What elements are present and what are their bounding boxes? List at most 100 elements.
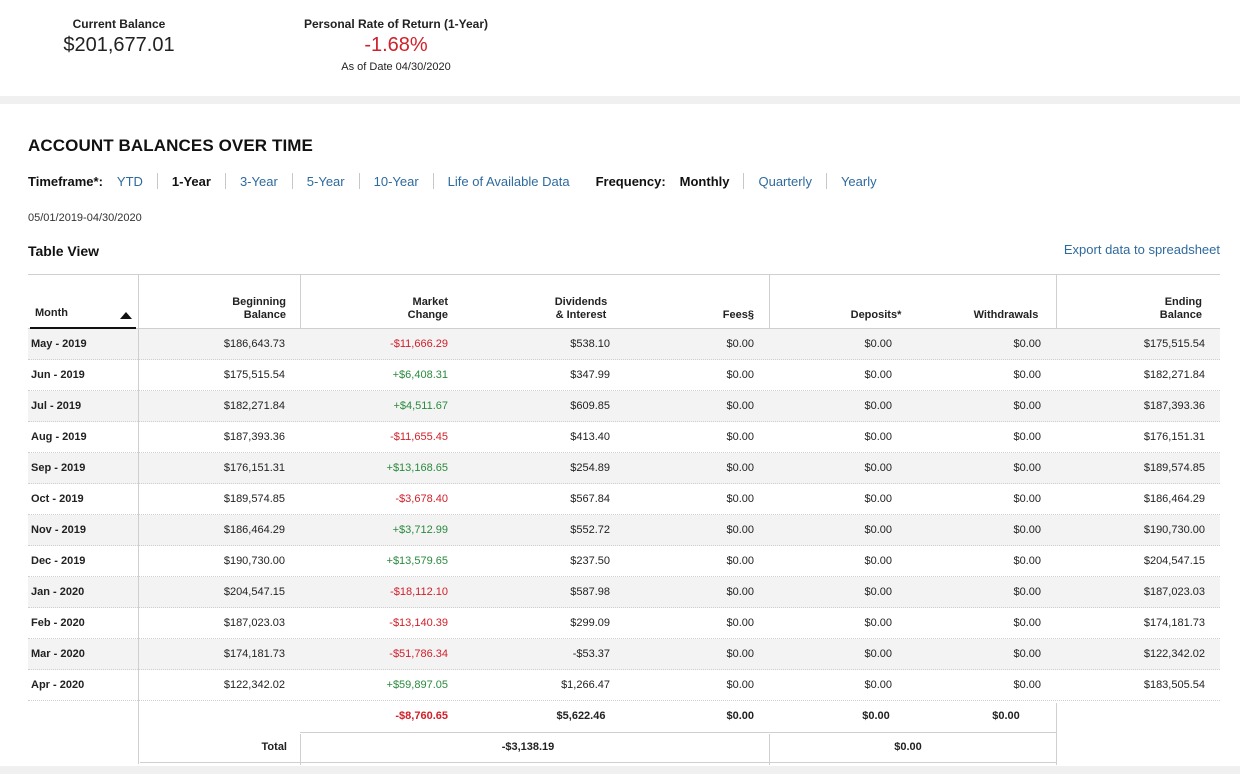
month-column-header[interactable]: Month (30, 275, 136, 329)
total-fees: $0.00 (726, 710, 754, 722)
account-summary: Current Balance $201,677.01 Personal Rat… (0, 0, 1240, 96)
ending-cell: $174,181.73 (1143, 617, 1205, 629)
rate-of-return-label: Personal Rate of Return (1-Year) (303, 17, 489, 31)
beginning-cell: $187,023.03 (223, 617, 285, 629)
ending-cell: $182,271.84 (1143, 369, 1205, 381)
withdrawals-cell: $0.00 (1013, 524, 1041, 536)
dividends-cell: $299.09 (570, 617, 610, 629)
market-change-header: Market Change (407, 296, 448, 321)
timeframe-ytd[interactable]: YTD (116, 173, 143, 189)
fees-cell: $0.00 (726, 586, 754, 598)
frequency-quarterly[interactable]: Quarterly (758, 173, 812, 189)
table-row: Oct - 2019 $189,574.85 -$3,678.40 $567.84 $0… (28, 484, 1220, 515)
rate-of-return-stat: Personal Rate of Return (1-Year) -1.68% … (300, 17, 492, 73)
dividends-cell: $552.72 (570, 524, 610, 536)
date-range: 05/01/2019-04/30/2020 (28, 212, 142, 224)
table-row: Jun - 2019 $175,515.54 +$6,408.31 $347.99 $0… (28, 360, 1220, 391)
dividends-cell: $413.40 (570, 431, 610, 443)
deposits-cell: $0.00 (864, 431, 892, 443)
frequency-monthly[interactable]: Monthly (679, 173, 730, 189)
divider (358, 173, 360, 189)
divider (156, 173, 158, 189)
withdrawals-cell: $0.00 (1013, 555, 1041, 567)
market-cell: +$13,579.65 (386, 555, 448, 567)
market-cell: +$3,712.99 (392, 524, 448, 536)
total-withdrawals: $0.00 (992, 710, 1020, 722)
table-row: Mar - 2020 $174,181.73 -$51,786.34 -$53.37 $… (28, 639, 1220, 670)
withdrawals-cell: $0.00 (1013, 617, 1041, 629)
timeframe-life[interactable]: Life of Available Data (447, 173, 570, 189)
fees-cell: $0.00 (726, 648, 754, 660)
filter-bar: Timeframe*: YTD 1-Year 3-Year 5-Year 10-… (28, 172, 877, 190)
table-row: May - 2019 $186,643.73 -$11,666.29 $538.10 $… (28, 329, 1220, 360)
table-row: Jul - 2019 $182,271.84 +$4,511.67 $609.85 $0… (28, 391, 1220, 422)
table-row: Aug - 2019 $187,393.36 -$11,655.45 $413.40 $… (28, 422, 1220, 453)
as-of-date: As of Date 04/30/2020 (341, 61, 451, 73)
frequency-yearly[interactable]: Yearly (840, 173, 877, 189)
beginning-cell: $182,271.84 (223, 400, 285, 412)
beginning-cell: $176,151.31 (223, 462, 285, 474)
total-label: Total (261, 741, 287, 753)
current-balance-value: $201,677.01 (63, 34, 175, 56)
month-cell: Jan - 2020 (31, 586, 85, 598)
deposits-cell: $0.00 (864, 369, 892, 381)
dividends-cell: $538.10 (570, 338, 610, 350)
table-row: Feb - 2020 $187,023.03 -$13,140.39 $299.09 $… (28, 608, 1220, 639)
table-row: Sep - 2019 $176,151.31 +$13,168.65 $254.89 $… (28, 453, 1220, 484)
withdrawals-cell: $0.00 (1013, 586, 1041, 598)
total-dividends: $5,622.46 (556, 710, 606, 722)
ending-cell: $187,023.03 (1143, 586, 1205, 598)
deposits-cell: $0.00 (864, 400, 892, 412)
market-cell: -$3,678.40 (395, 493, 448, 505)
timeframe-1-year[interactable]: 1-Year (171, 173, 211, 189)
ending-cell: $204,547.15 (1143, 555, 1205, 567)
column-divider (769, 734, 770, 765)
flows-total: $0.00 (894, 741, 922, 753)
dividends-cell: $567.84 (570, 493, 610, 505)
totals-bottom-border (140, 762, 1056, 763)
ending-cell: $190,730.00 (1143, 524, 1205, 536)
beginning-cell: $174,181.73 (223, 648, 285, 660)
fees-cell: $0.00 (726, 431, 754, 443)
frequency-label: Frequency: (595, 173, 666, 189)
dividends-cell: $347.99 (570, 369, 610, 381)
fees-cell: $0.00 (726, 400, 754, 412)
fees-cell: $0.00 (726, 555, 754, 567)
withdrawals-cell: $0.00 (1013, 369, 1041, 381)
fees-cell: $0.00 (726, 524, 754, 536)
divider (743, 173, 745, 189)
withdrawals-cell: $0.00 (1013, 462, 1041, 474)
market-cell: +$13,168.65 (386, 462, 448, 474)
timeframe-3-year[interactable]: 3-Year (239, 173, 278, 189)
ending-cell: $186,464.29 (1143, 493, 1205, 505)
market-cell: -$51,786.34 (389, 648, 448, 660)
timeframe-10-year[interactable]: 10-Year (373, 173, 419, 189)
balances-table: Month Beginning Balance Market Change Di… (28, 274, 1220, 765)
month-cell: Sep - 2019 (31, 462, 86, 474)
sort-ascending-icon[interactable] (120, 312, 132, 319)
dividends-cell: $237.50 (570, 555, 610, 567)
deposits-cell: $0.00 (864, 617, 892, 629)
section-title: ACCOUNT BALANCES OVER TIME (28, 136, 313, 155)
beginning-cell: $175,515.54 (223, 369, 285, 381)
deposits-cell: $0.00 (864, 462, 892, 474)
table-row: Dec - 2019 $190,730.00 +$13,579.65 $237.50 $… (28, 546, 1220, 577)
divider (825, 173, 827, 189)
column-divider (300, 274, 301, 328)
export-spreadsheet-link[interactable]: Export data to spreadsheet (1063, 242, 1220, 257)
ending-cell: $122,342.02 (1143, 648, 1205, 660)
market-cell: +$4,511.67 (393, 400, 448, 412)
month-cell: Jul - 2019 (31, 400, 82, 412)
deposits-cell: $0.00 (864, 524, 892, 536)
deposits-cell: $0.00 (864, 679, 892, 691)
fees-cell: $0.00 (726, 462, 754, 474)
timeframe-5-year[interactable]: 5-Year (306, 173, 345, 189)
deposits-cell: $0.00 (864, 586, 892, 598)
market-cell: -$11,655.45 (390, 431, 448, 443)
fees-cell: $0.00 (726, 369, 754, 381)
investment-total: -$3,138.19 (501, 741, 555, 753)
market-cell: -$13,140.39 (389, 617, 448, 629)
withdrawals-cell: $0.00 (1013, 493, 1041, 505)
dividends-cell: $1,266.47 (561, 679, 610, 691)
fees-cell: $0.00 (726, 679, 754, 691)
